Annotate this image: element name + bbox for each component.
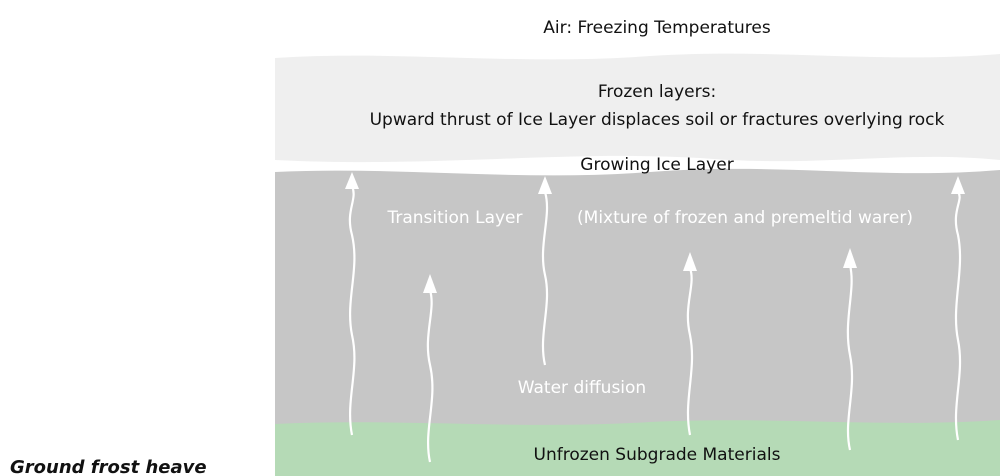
frozen-layer [275,53,1000,163]
unfrozen-layer [275,420,1000,476]
diffusion-label: Water diffusion [518,378,646,398]
transition-label: Transition Layer [386,208,522,228]
air-label: Air: Freezing Temperatures [543,18,771,38]
caption: Ground frost heave [10,457,207,476]
frozen-desc: Upward thrust of Ice Layer displaces soi… [370,110,945,130]
ice-label: Growing Ice Layer [580,155,733,175]
unfrozen-label: Unfrozen Subgrade Materials [534,445,781,465]
transition-note: (Mixture of frozen and premeltid warer) [577,208,913,228]
arrows [345,172,965,463]
frozen-title: Frozen layers: [598,82,716,102]
transition-layer [275,168,1000,476]
